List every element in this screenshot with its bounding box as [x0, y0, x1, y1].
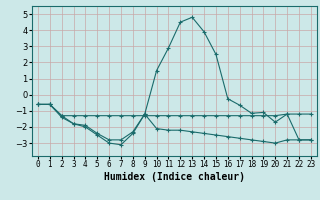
X-axis label: Humidex (Indice chaleur): Humidex (Indice chaleur)	[104, 172, 245, 182]
